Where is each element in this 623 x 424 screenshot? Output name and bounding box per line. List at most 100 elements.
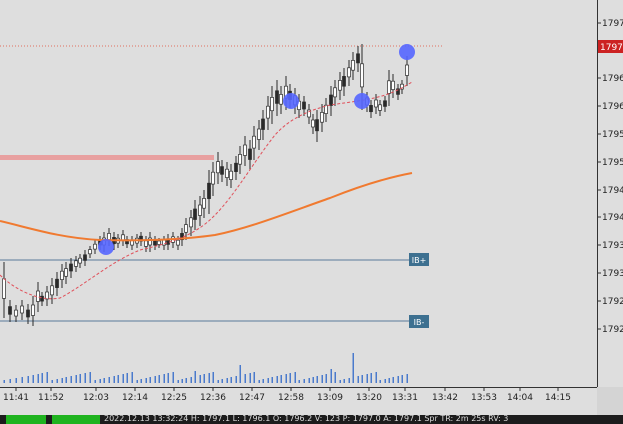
candle-body (26, 309, 30, 318)
candle-body (207, 182, 211, 199)
candle-body (243, 144, 247, 156)
time-tick-label: 12:47 (239, 393, 265, 403)
volume-bar (51, 380, 53, 383)
price-tick-label: 1792 (602, 325, 623, 335)
candle-body (211, 171, 215, 185)
candle-body (275, 90, 279, 104)
candle-body (64, 268, 68, 277)
time-tick-label: 14:15 (545, 393, 571, 403)
candle-body (248, 148, 252, 160)
price-tick-label: 1796 (602, 102, 623, 112)
volume-bar (308, 378, 310, 383)
candle-body (252, 135, 256, 149)
volume-bar (343, 379, 345, 383)
volume-bar (388, 378, 390, 383)
candle-body (360, 63, 364, 88)
candle-body (387, 80, 391, 94)
candle-body (20, 305, 24, 314)
candle-body (8, 306, 12, 315)
volume-bar (122, 374, 124, 383)
volume-bar (194, 371, 196, 383)
price-chart[interactable]: IB+ IB- (0, 0, 597, 387)
ib-plus-label[interactable]: IB+ (409, 253, 429, 266)
volume-bar (325, 374, 327, 383)
time-axis[interactable]: 11:41 11:52 12:03 12:14 12:25 12:36 12:47 12:58… (0, 387, 597, 416)
candles (2, 44, 409, 326)
candle-body (351, 60, 355, 71)
volume-bar (334, 372, 336, 383)
volume-bar (370, 373, 372, 383)
candle-body (14, 309, 18, 317)
volume-bar (294, 372, 296, 383)
volume-bar (149, 377, 151, 383)
chart-area[interactable]: IB+ IB- (0, 0, 597, 387)
volume-bar (89, 372, 91, 383)
volume-bar (348, 378, 350, 383)
candle-body (157, 240, 161, 245)
volume-bar (21, 377, 23, 383)
swing-marker-high[interactable] (399, 44, 415, 60)
volume-bar (108, 377, 110, 383)
swing-marker-low[interactable] (98, 239, 114, 255)
ib-minus-text: IB- (414, 318, 425, 327)
volume-bar (3, 380, 5, 383)
status-text: 2022.12.13 13:32:24 H: 1797.1 L: 1796.1 … (104, 415, 509, 423)
candle-body (369, 105, 373, 113)
volume-bar (203, 374, 205, 383)
resistance-zone (0, 155, 214, 160)
swing-marker-mid[interactable] (283, 93, 299, 109)
volume-bar (61, 378, 63, 383)
volume-bar (312, 377, 314, 383)
volume-bar (249, 373, 251, 383)
volume-bar (163, 374, 165, 383)
volume-bar (330, 369, 332, 383)
candle-body (261, 118, 265, 130)
volume-bar (140, 379, 142, 383)
status-indicator-2 (52, 415, 100, 424)
candle-body (238, 154, 242, 165)
volume-bar (352, 353, 354, 383)
slow-moving-average (0, 172, 413, 242)
ib-minus-label[interactable]: IB- (409, 315, 429, 328)
swing-marker-pullback[interactable] (354, 93, 370, 109)
volume-histogram (3, 353, 408, 383)
candle-body (162, 239, 166, 246)
price-axis[interactable]: 1797 1796 1796 1795 1795 1794 1794 1793 1793 1792… (597, 0, 623, 387)
candle-body (356, 53, 360, 64)
volume-bar (46, 372, 48, 383)
time-tick-label: 13:20 (356, 393, 382, 403)
volume-bar (126, 373, 128, 383)
volume-bar (145, 378, 147, 383)
volume-bar (131, 372, 133, 383)
candle-body (220, 166, 224, 175)
candle-body (36, 290, 40, 302)
volume-bar (401, 375, 403, 383)
candle-body (55, 278, 59, 288)
candle-body (396, 88, 400, 95)
candle-body (378, 104, 382, 111)
volume-bar (37, 374, 39, 383)
time-tick-label: 12:58 (278, 393, 304, 403)
volume-bar (258, 380, 260, 383)
volume-bar (271, 377, 273, 383)
candle-body (78, 257, 82, 264)
candle-body (400, 83, 404, 90)
volume-bar (65, 377, 67, 383)
volume-bar (285, 374, 287, 383)
candle-body (216, 161, 220, 174)
candle-body (311, 119, 315, 128)
volume-bar (208, 373, 210, 383)
candle-body (229, 170, 233, 180)
time-tick-label: 12:25 (161, 393, 187, 403)
candle-body (50, 285, 54, 296)
time-tick-label: 11:41 (3, 393, 29, 403)
candle-body (69, 263, 73, 272)
volume-bar (136, 380, 138, 383)
volume-bar (289, 373, 291, 383)
volume-bar (392, 377, 394, 383)
price-tick-label: 1797 (602, 19, 623, 29)
volume-bar (244, 374, 246, 383)
volume-bar (154, 376, 156, 383)
candle-body (302, 101, 306, 110)
volume-bar (185, 378, 187, 383)
